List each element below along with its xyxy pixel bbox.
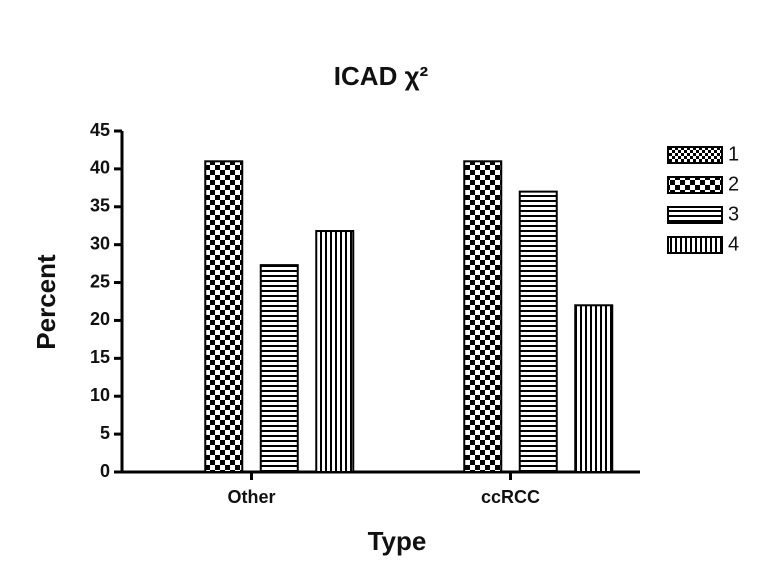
y-tick-label: 0 bbox=[100, 461, 110, 481]
bar bbox=[204, 160, 244, 474]
bar bbox=[315, 230, 355, 473]
y-tick-label: 40 bbox=[90, 158, 110, 178]
y-tick-label: 45 bbox=[90, 120, 110, 140]
bar bbox=[574, 304, 614, 473]
legend-label: 4 bbox=[728, 233, 739, 255]
bar bbox=[463, 160, 503, 474]
y-tick-label: 25 bbox=[90, 271, 110, 291]
x-axis-label: Type bbox=[368, 526, 427, 556]
legend-swatch bbox=[667, 206, 723, 224]
legend-swatch bbox=[667, 176, 723, 194]
legend-label: 3 bbox=[728, 203, 739, 225]
bar bbox=[518, 190, 558, 473]
y-tick-label: 30 bbox=[90, 233, 110, 253]
y-tick-label: 15 bbox=[90, 347, 110, 367]
y-tick-label: 5 bbox=[100, 423, 110, 443]
y-tick-label: 35 bbox=[90, 196, 110, 216]
y-tick-label: 10 bbox=[90, 385, 110, 405]
legend-label: 2 bbox=[728, 173, 739, 195]
legend-swatch bbox=[667, 236, 723, 254]
y-tick-label: 20 bbox=[90, 309, 110, 329]
chart-title: ICAD χ² bbox=[334, 61, 429, 91]
x-tick-label: ccRCC bbox=[481, 487, 540, 507]
x-tick-label: Other bbox=[227, 487, 275, 507]
bar bbox=[259, 264, 299, 474]
legend-label: 1 bbox=[728, 143, 739, 165]
legend-swatch bbox=[667, 146, 723, 164]
y-axis-label: Percent bbox=[31, 254, 61, 350]
